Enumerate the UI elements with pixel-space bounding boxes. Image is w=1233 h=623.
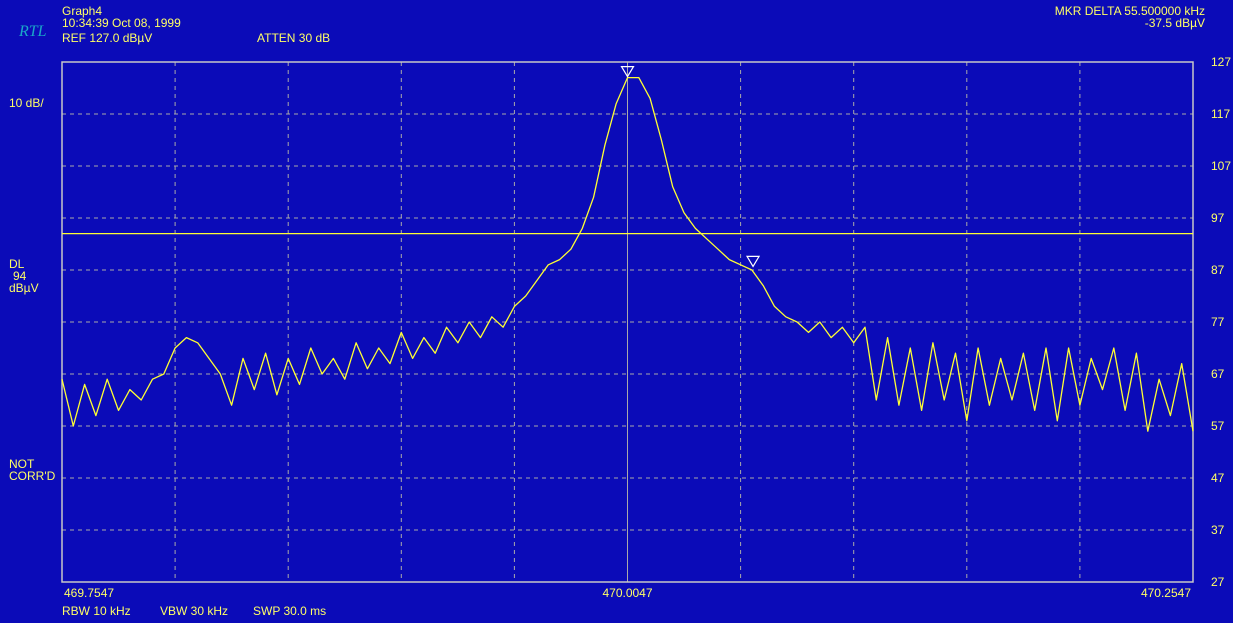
timestamp: 10:34:39 Oct 08, 1999: [62, 16, 181, 30]
y-tick-label: 67: [1211, 367, 1225, 381]
marker-1: [620, 65, 635, 78]
graph-name: Graph4: [62, 4, 103, 18]
rbw-readout: RBW 10 kHz: [62, 604, 131, 618]
y-tick-label: 77: [1211, 315, 1225, 329]
x-tick-label: 469.7547: [64, 586, 114, 600]
attenuation: ATTEN 30 dB: [257, 31, 331, 45]
y-tick-label: 117: [1211, 107, 1230, 121]
y-tick-label: 87: [1211, 263, 1225, 277]
y-tick-label: 127: [1211, 55, 1231, 69]
swp-readout: SWP 30.0 ms: [253, 604, 327, 618]
y-tick-label: 97: [1211, 211, 1225, 225]
rtl-logo: RTL: [19, 23, 47, 40]
scale-label: 10 dB/: [9, 96, 44, 110]
corr-line2: CORR'D: [9, 469, 56, 483]
plot-border: [61, 61, 1194, 583]
marker-delta: MKR DELTA 55.500000 kHz: [1054, 4, 1205, 18]
y-tick-label: 37: [1211, 523, 1225, 537]
x-tick-label: 470.0047: [602, 586, 652, 600]
grid: [62, 62, 1193, 582]
dl-label: DL: [9, 257, 25, 271]
y-tick-label: 47: [1211, 471, 1225, 485]
ref-level: REF 127.0 dBµV: [62, 31, 153, 45]
x-tick-label: 470.2547: [1141, 586, 1191, 600]
y-tick-label: 107: [1211, 159, 1231, 173]
marker-2: [745, 255, 761, 268]
y-tick-label: 27: [1211, 575, 1225, 589]
dl-value: 94: [13, 269, 27, 283]
x-axis-labels: 469.7547 470.0047 470.2547: [64, 586, 1191, 600]
corr-line1: NOT: [9, 457, 35, 471]
y-axis-labels: 127 117 107 97 87 77 67 57 47 37 27: [1211, 55, 1231, 589]
plot-frame: [61, 61, 1194, 583]
vbw-readout: VBW 30 kHz: [160, 604, 229, 618]
marker-delta-level: -37.5 dBµV: [1144, 16, 1205, 30]
dl-unit: dBµV: [9, 281, 39, 295]
markers: [620, 65, 761, 268]
y-tick-label: 57: [1211, 419, 1225, 433]
